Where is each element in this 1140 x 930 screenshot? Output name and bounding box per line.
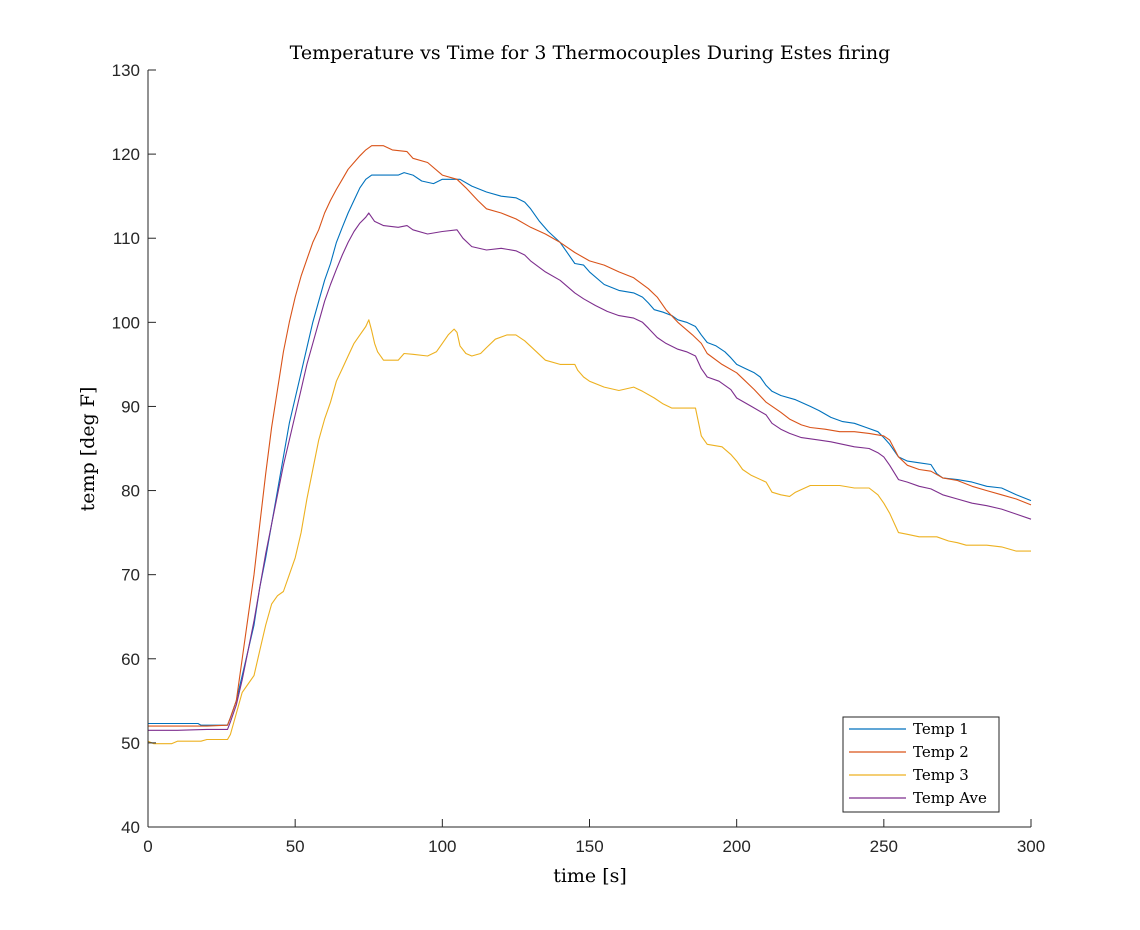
legend-label: Temp 1 [913,720,969,738]
series-line-1 [148,172,1032,726]
x-tick-label: 250 [870,837,898,856]
legend-label: Temp 3 [913,766,969,784]
x-tick-label: 200 [722,837,750,856]
y-tick-label: 130 [112,61,140,80]
y-tick-label: 40 [121,818,140,837]
x-tick-label: 300 [1017,837,1045,856]
legend-label: Temp 2 [913,743,969,761]
series-layer [147,145,1032,745]
legend: Temp 1 Temp 2 Temp 3 Temp Ave [842,716,1000,813]
y-tick-label: 120 [112,145,140,164]
y-tick-label: 70 [121,566,140,585]
x-tick-label: 0 [143,837,152,856]
y-tick-label: 50 [121,734,140,753]
y-tick-label: 80 [121,482,140,501]
x-tick-label: 150 [575,837,603,856]
axes-layer: 0 50 100 150 200 250 300 40 50 60 70 80 90 100 110 120 1… [112,61,1046,856]
plot-area [148,70,1031,827]
legend-label: Temp Ave [913,789,987,807]
series-line-3 [147,319,1031,745]
chart-title: Temperature vs Time for 3 Thermocouples … [290,42,891,64]
y-tick-label: 60 [121,650,140,669]
y-tick-label: 90 [121,397,140,416]
x-tick-label: 50 [286,837,305,856]
series-line-4 [148,212,1032,731]
y-axis-label: temp [deg F] [77,387,99,512]
series-line-2 [148,145,1032,727]
plot-background [148,70,1031,827]
y-tick-label: 110 [113,229,140,248]
y-tick-label: 100 [112,313,140,332]
x-tick-label: 100 [428,837,456,856]
legend-box [842,716,1000,813]
x-axis-label: time [s] [553,865,627,887]
